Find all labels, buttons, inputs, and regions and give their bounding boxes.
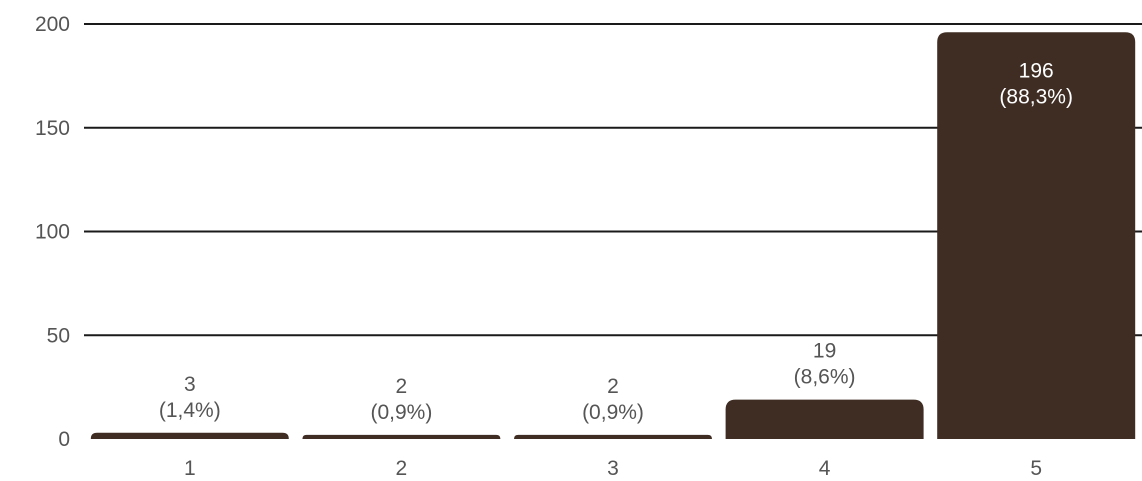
bars — [90, 32, 1136, 440]
bar-1 — [90, 432, 289, 439]
x-tick-label: 1 — [184, 457, 196, 480]
data-label-value: 196 — [1019, 59, 1054, 82]
bar-2 — [302, 434, 501, 439]
y-tick-label: 0 — [58, 428, 70, 451]
y-tick-label: 50 — [47, 324, 70, 347]
y-axis-ticks: 0 50 100 150 200 — [35, 13, 70, 451]
x-tick-label: 4 — [819, 457, 831, 480]
x-tick-label: 5 — [1030, 457, 1042, 480]
data-label-value: 3 — [184, 373, 196, 396]
y-tick-label: 100 — [35, 221, 70, 244]
x-tick-label: 2 — [396, 457, 408, 480]
data-label-value: 2 — [607, 375, 619, 398]
x-axis-ticks: 1 2 3 4 5 — [184, 457, 1042, 480]
data-label-percent: (0,9%) — [582, 401, 644, 424]
data-label-percent: (0,9%) — [370, 401, 432, 424]
data-label-percent: (1,4%) — [159, 399, 221, 422]
bar-4 — [725, 399, 924, 439]
data-label-percent: (8,6%) — [794, 366, 856, 389]
bar-3 — [514, 434, 712, 439]
data-labels: 3 (1,4%) 2 (0,9%) 2 (0,9%) 19 (8,6%) 196 (88,3%) — [159, 59, 1073, 424]
y-tick-label: 150 — [35, 117, 70, 140]
data-label-percent: (88,3%) — [999, 85, 1073, 108]
data-label-value: 19 — [813, 340, 836, 363]
data-label-value: 2 — [396, 375, 408, 398]
y-tick-label: 200 — [35, 13, 70, 36]
bar-5 — [937, 32, 1136, 440]
x-tick-label: 3 — [607, 457, 619, 480]
